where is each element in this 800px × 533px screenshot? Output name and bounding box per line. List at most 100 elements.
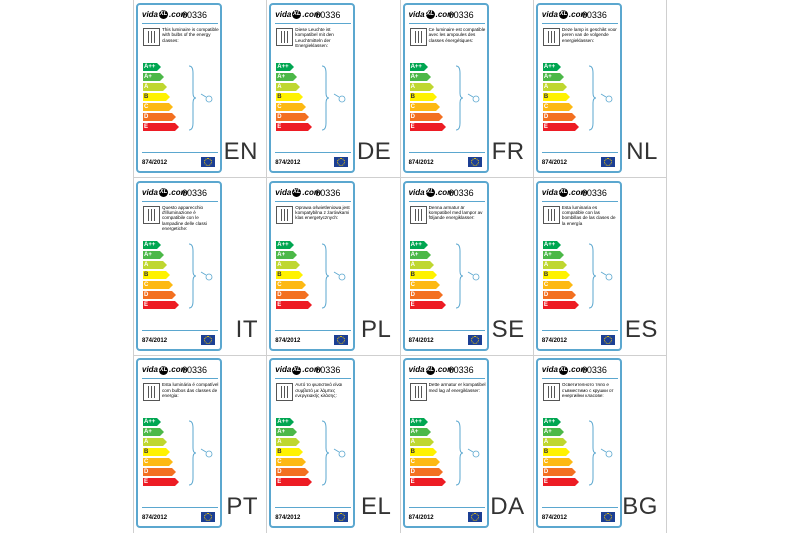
compatibility-text: Oprawa oświetleniowa jest kompatybilna z…	[295, 204, 350, 221]
product-code: 60336	[182, 365, 208, 376]
energy-class-scale: A++ A+ A B C D E	[409, 63, 446, 133]
divider	[408, 507, 485, 509]
energy-class-bar: C	[409, 280, 440, 289]
chandelier-icon	[276, 28, 294, 46]
energy-class-bar: A	[143, 260, 167, 269]
energy-class-bar: A+	[143, 250, 164, 259]
chandelier-icon	[542, 28, 560, 46]
bulb-icon	[467, 271, 479, 281]
brace-icon	[322, 65, 330, 131]
energy-class-bar: A+	[276, 428, 298, 437]
energy-class-bar: C	[143, 103, 173, 111]
eu-flag-icon	[467, 334, 482, 345]
bulb-icon	[467, 93, 479, 103]
energy-class-scale: A++ A+ A B C D E	[542, 418, 579, 488]
compatibility-text: Αυτό το φωτιστικό είναι συμβατό με λάμπε…	[295, 382, 343, 398]
brand-logo: vida XL .com	[275, 365, 321, 375]
brand-logo: vida XL .com	[142, 187, 188, 198]
energy-class-bar: A++	[542, 418, 561, 427]
brace-icon	[588, 65, 596, 131]
bulb-icon	[600, 93, 613, 103]
energy-class-bar: A++	[409, 63, 428, 71]
product-code: 60336	[448, 187, 474, 198]
energy-class-bar: A++	[276, 418, 295, 427]
label-cell-se: vida XL .com 60336 Denna armatur är kompat…	[400, 178, 533, 356]
bulb-icon	[467, 449, 479, 458]
energy-class-bar: A+	[542, 428, 564, 437]
chandelier-icon	[276, 205, 294, 224]
energy-class-bar: A+	[143, 428, 164, 437]
energy-class-bar: A	[143, 438, 167, 447]
energy-class-bar: C	[276, 458, 307, 467]
energy-class-bar: E	[276, 478, 313, 487]
energy-class-bar: A+	[276, 73, 298, 81]
energy-class-bar: E	[542, 478, 579, 487]
grid-line	[266, 0, 267, 533]
card-header: vida XL .com 60336	[409, 10, 487, 22]
eu-flag-icon	[334, 157, 349, 167]
divider	[142, 152, 218, 153]
card-header: vida XL .com 60336	[542, 365, 620, 377]
chandelier-icon	[409, 383, 427, 402]
language-code: EN	[223, 138, 258, 165]
brand-logo: vida XL .com	[541, 187, 588, 198]
energy-class-bar: C	[409, 103, 440, 111]
energy-class-bar: A+	[542, 73, 564, 81]
energy-class-bar: B	[409, 93, 437, 101]
energy-class-scale: A++ A+ A B C D E	[542, 240, 579, 311]
energy-class-bar: A+	[409, 250, 431, 259]
language-code: IT	[235, 315, 258, 343]
energy-class-bar: B	[143, 93, 170, 101]
energy-class-scale: A++ A+ A B C D E	[143, 418, 179, 488]
divider	[408, 378, 485, 380]
energy-class-bar: A+	[143, 73, 164, 81]
energy-class-bar: B	[143, 448, 170, 457]
energy-label-grid: vida XL .com 60336 This luminaire is compa…	[133, 0, 667, 533]
divider	[275, 329, 352, 331]
energy-class-bar: A++	[542, 63, 561, 71]
energy-class-bar: D	[276, 113, 310, 121]
divider	[541, 23, 618, 24]
brace-icon	[188, 243, 196, 309]
label-cell-es: vida XL .com 60336 Esta luminaria es compa…	[533, 178, 666, 356]
language-code: DE	[356, 138, 392, 165]
energy-label-card: vida XL .com 60336 Oprawa oświetleniowa je…	[269, 180, 356, 351]
grid-line	[133, 355, 667, 356]
label-cell-fr: vida XL .com 60336 Ce luminaire est compat…	[400, 0, 533, 178]
brace-icon	[588, 420, 596, 486]
divider	[275, 200, 352, 202]
divider	[408, 329, 485, 331]
energy-class-bar: A+	[409, 428, 431, 437]
energy-class-scale: A++ A+ A B C D E	[542, 63, 579, 133]
card-header: vida XL .com 60336	[275, 365, 353, 377]
grid-line	[133, 177, 667, 178]
language-code: BG	[622, 493, 658, 521]
energy-class-bar: D	[542, 113, 576, 121]
regulation-number: 874/2012	[275, 160, 301, 166]
divider	[541, 152, 618, 153]
divider	[408, 200, 485, 202]
energy-class-bar: D	[409, 468, 443, 477]
energy-class-bar: A	[276, 83, 301, 91]
divider	[541, 329, 618, 331]
energy-label-card: vida XL .com 60336 Αυτό το φωτιστικό είναι…	[269, 358, 356, 529]
language-code: SE	[491, 315, 525, 343]
energy-class-bar: B	[409, 270, 437, 279]
label-cell-en: vida XL .com 60336 This luminaire is compa…	[133, 0, 266, 178]
energy-label-card: vida XL .com 60336 Diese Leuchte ist kompa…	[269, 3, 356, 173]
energy-class-bar: D	[276, 468, 310, 477]
eu-flag-icon	[201, 334, 215, 345]
brace-icon	[322, 243, 330, 309]
energy-class-bar: E	[276, 123, 313, 131]
divider	[541, 200, 618, 202]
energy-class-bar: A+	[409, 73, 431, 81]
brand-logo: vida XL .com	[408, 365, 455, 375]
energy-class-bar: C	[143, 458, 173, 467]
eu-flag-icon	[600, 512, 615, 523]
energy-label-card: vida XL .com 60336 Deze lamp is geschikt v…	[535, 3, 622, 173]
energy-class-bar: A++	[409, 418, 428, 427]
energy-class-bar: A++	[276, 63, 295, 71]
card-header: vida XL .com 60336	[275, 188, 353, 200]
chandelier-icon	[542, 205, 560, 224]
label-cell-nl: vida XL .com 60336 Deze lamp is geschikt v…	[533, 0, 666, 178]
